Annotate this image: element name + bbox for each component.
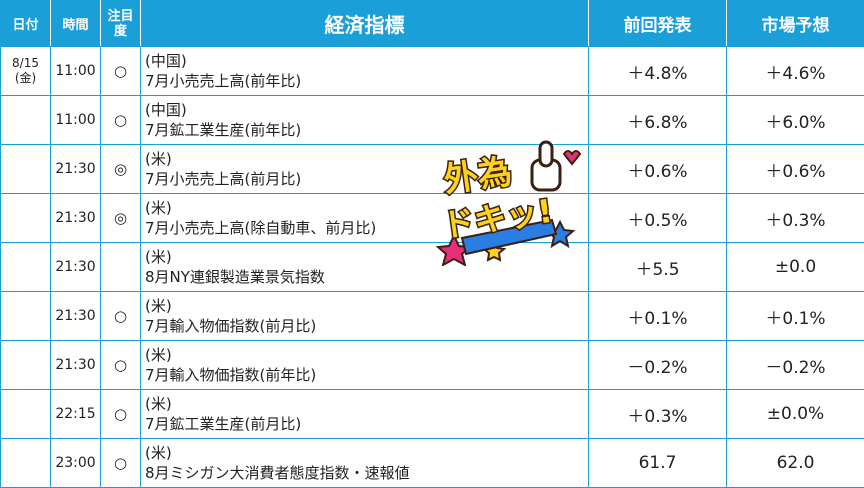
indicator-name: 7月輸入物価指数(前年比) bbox=[145, 365, 588, 385]
table-row: 21:30○(米)7月輸入物価指数(前年比)－0.2%－0.2% bbox=[1, 341, 864, 390]
cell-forecast: －0.2% bbox=[727, 341, 864, 390]
cell-forecast: ±0.0% bbox=[727, 390, 864, 439]
cell-date bbox=[1, 292, 51, 341]
cell-time: 21:30 bbox=[51, 243, 101, 292]
cell-forecast: ＋0.1% bbox=[727, 292, 864, 341]
cell-attention: ○ bbox=[101, 439, 141, 488]
cell-attention: ◎ bbox=[101, 194, 141, 243]
cell-date bbox=[1, 194, 51, 243]
indicator-name: 7月鉱工業生産(前年比) bbox=[145, 120, 588, 140]
cell-forecast: ＋0.3% bbox=[727, 194, 864, 243]
indicator-name: 7月輸入物価指数(前月比) bbox=[145, 316, 588, 336]
header-row: 日付 時間 注目度 経済指標 前回発表 市場予想 bbox=[1, 1, 864, 47]
indicator-country: (米) bbox=[145, 296, 588, 316]
header-time: 時間 bbox=[51, 1, 101, 47]
logo-line1: 外為 bbox=[441, 152, 514, 201]
cell-previous: －0.2% bbox=[589, 341, 727, 390]
cell-forecast: ＋6.0% bbox=[727, 96, 864, 145]
indicator-name: 7月小売売上高(前年比) bbox=[145, 71, 588, 91]
thumbs-up-icon bbox=[532, 142, 580, 190]
cell-time: 21:30 bbox=[51, 145, 101, 194]
cell-indicator: (米)7月輸入物価指数(前年比) bbox=[141, 341, 589, 390]
cell-indicator: (米)7月鉱工業生産(前月比) bbox=[141, 390, 589, 439]
cell-attention bbox=[101, 243, 141, 292]
cell-previous: 61.7 bbox=[589, 439, 727, 488]
header-attention-label: 注目度 bbox=[107, 9, 135, 39]
gaitame-dokitt-logo: 外為 ドキッ! bbox=[432, 138, 582, 266]
cell-attention: ○ bbox=[101, 390, 141, 439]
cell-previous: ＋0.1% bbox=[589, 292, 727, 341]
cell-previous: ＋4.8% bbox=[589, 47, 727, 96]
cell-forecast: 62.0 bbox=[727, 439, 864, 488]
indicator-country: (米) bbox=[145, 345, 588, 365]
indicator-country: (中国) bbox=[145, 100, 588, 120]
cell-previous: ＋5.5 bbox=[589, 243, 727, 292]
indicator-country: (中国) bbox=[145, 51, 588, 71]
indicator-name: 7月鉱工業生産(前月比) bbox=[145, 414, 588, 434]
cell-time: 11:00 bbox=[51, 96, 101, 145]
cell-attention: ◎ bbox=[101, 145, 141, 194]
table-row: 21:30○(米)7月輸入物価指数(前月比)＋0.1%＋0.1% bbox=[1, 292, 864, 341]
cell-date bbox=[1, 145, 51, 194]
cell-date bbox=[1, 439, 51, 488]
cell-attention: ○ bbox=[101, 341, 141, 390]
cell-previous: ＋6.8% bbox=[589, 96, 727, 145]
cell-previous: ＋0.5% bbox=[589, 194, 727, 243]
cell-time: 22:15 bbox=[51, 390, 101, 439]
cell-previous: ＋0.3% bbox=[589, 390, 727, 439]
table-row: 22:15○(米)7月鉱工業生産(前月比)＋0.3%±0.0% bbox=[1, 390, 864, 439]
date-weekday: (金) bbox=[1, 71, 50, 86]
cell-indicator: (中国)7月小売売上高(前年比) bbox=[141, 47, 589, 96]
cell-time: 23:00 bbox=[51, 439, 101, 488]
cell-indicator: (米)8月ミシガン大消費者態度指数・速報値 bbox=[141, 439, 589, 488]
cell-time: 11:00 bbox=[51, 47, 101, 96]
cell-date bbox=[1, 390, 51, 439]
cell-forecast: ＋4.6% bbox=[727, 47, 864, 96]
cell-attention: ○ bbox=[101, 96, 141, 145]
cell-forecast: ±0.0 bbox=[727, 243, 864, 292]
indicator-name: 8月NY連銀製造業景気指数 bbox=[145, 267, 588, 287]
table-body: 8/15(金)11:00○(中国)7月小売売上高(前年比)＋4.8%＋4.6%1… bbox=[1, 47, 864, 488]
cell-date bbox=[1, 243, 51, 292]
cell-time: 21:30 bbox=[51, 292, 101, 341]
cell-attention: ○ bbox=[101, 47, 141, 96]
cell-indicator: (米)7月輸入物価指数(前月比) bbox=[141, 292, 589, 341]
header-forecast: 市場予想 bbox=[727, 1, 864, 47]
indicator-name: 8月ミシガン大消費者態度指数・速報値 bbox=[145, 463, 588, 483]
date-day: 8/15 bbox=[1, 56, 50, 71]
indicator-country: (米) bbox=[145, 394, 588, 414]
header-previous: 前回発表 bbox=[589, 1, 727, 47]
table-row: 8/15(金)11:00○(中国)7月小売売上高(前年比)＋4.8%＋4.6% bbox=[1, 47, 864, 96]
header-attention: 注目度 bbox=[101, 1, 141, 47]
cell-previous: ＋0.6% bbox=[589, 145, 727, 194]
cell-date bbox=[1, 96, 51, 145]
cell-attention: ○ bbox=[101, 292, 141, 341]
header-date: 日付 bbox=[1, 1, 51, 47]
cell-forecast: ＋0.6% bbox=[727, 145, 864, 194]
indicator-country: (米) bbox=[145, 443, 588, 463]
cell-time: 21:30 bbox=[51, 194, 101, 243]
cell-date: 8/15(金) bbox=[1, 47, 51, 96]
cell-date bbox=[1, 341, 51, 390]
cell-time: 21:30 bbox=[51, 341, 101, 390]
header-indicator: 経済指標 bbox=[141, 1, 589, 47]
